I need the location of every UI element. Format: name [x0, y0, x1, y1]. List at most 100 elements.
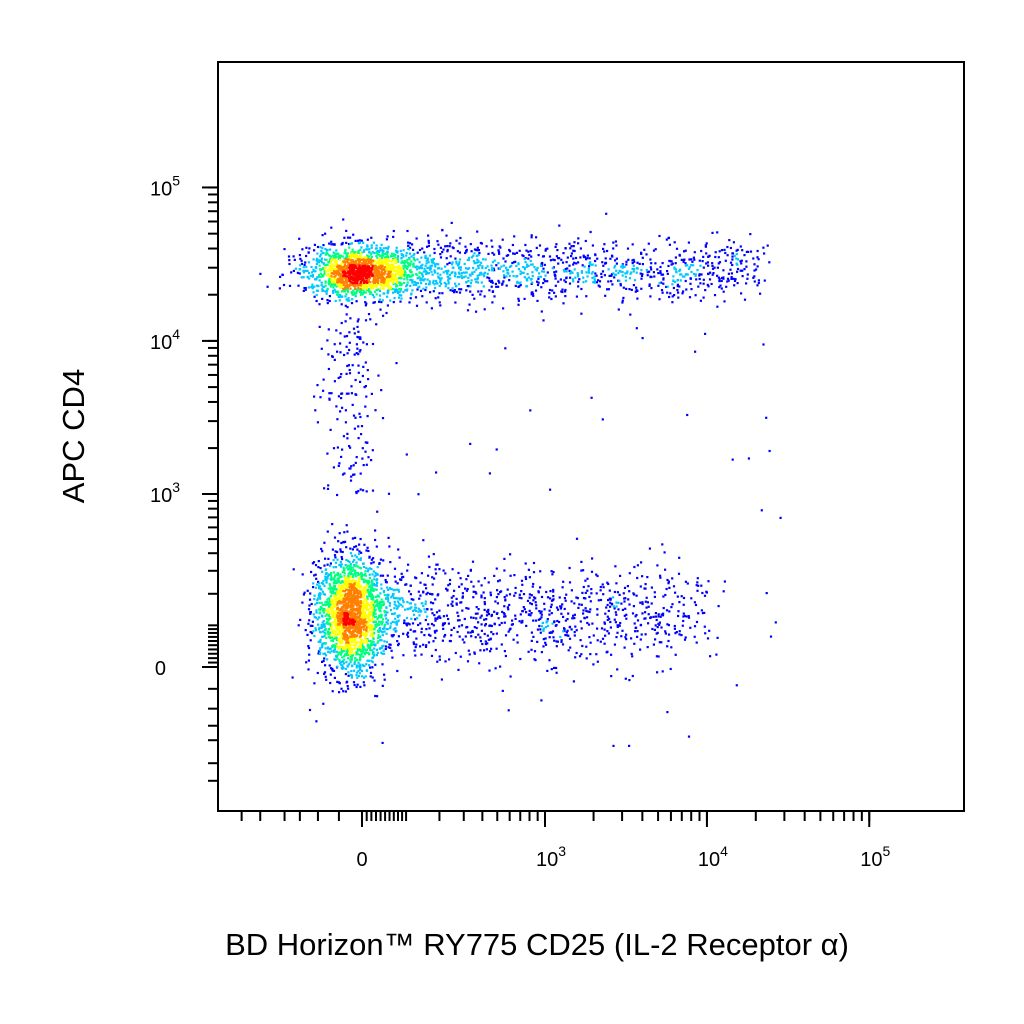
event-dot — [357, 286, 360, 289]
event-dot — [359, 587, 362, 590]
event-dot — [398, 556, 401, 559]
event-dot — [640, 277, 643, 280]
event-dot — [509, 627, 512, 630]
event-dot — [357, 661, 360, 664]
event-dot — [309, 630, 312, 634]
event-dot — [464, 245, 467, 248]
event-dot — [324, 568, 327, 571]
event-dot — [457, 271, 460, 274]
event-dot — [409, 602, 413, 605]
event-dot — [329, 667, 333, 670]
event-dot — [392, 259, 395, 262]
event-dot — [678, 633, 681, 636]
event-dot — [429, 592, 432, 595]
event-dot — [533, 658, 536, 661]
event-dot — [392, 612, 395, 616]
event-dot — [318, 601, 321, 604]
event-dot — [475, 606, 478, 609]
event-dot — [521, 254, 524, 257]
event-dot — [628, 603, 631, 606]
event-dot — [327, 353, 330, 356]
event-dot — [317, 285, 320, 288]
event-dot — [763, 252, 766, 255]
event-dot — [350, 385, 353, 388]
event-dot — [661, 291, 664, 294]
event-dot — [671, 577, 674, 580]
event-dot — [589, 230, 592, 234]
event-dot — [389, 277, 392, 280]
event-dot — [451, 261, 454, 264]
event-dot — [708, 629, 711, 632]
event-dot — [385, 621, 388, 624]
event-dot — [649, 275, 652, 279]
event-dot — [397, 644, 400, 647]
event-dot — [355, 556, 358, 559]
event-dot — [358, 596, 361, 599]
event-dot — [645, 253, 648, 256]
event-dot — [372, 603, 375, 607]
event-dot — [366, 570, 369, 573]
event-dot — [381, 269, 384, 272]
event-dot — [430, 258, 433, 261]
event-dot — [550, 599, 554, 602]
event-dot — [351, 537, 354, 540]
event-dot — [372, 570, 375, 573]
event-dot — [333, 284, 336, 287]
event-dot — [464, 251, 467, 255]
event-dot — [379, 264, 382, 267]
event-dot — [678, 253, 681, 256]
event-dot — [357, 490, 360, 493]
event-dot — [385, 247, 388, 250]
event-dot — [640, 561, 643, 564]
event-dot — [483, 295, 486, 298]
event-dot — [372, 561, 375, 564]
event-dot — [449, 640, 452, 643]
event-dot — [350, 465, 353, 468]
event-dot — [351, 579, 354, 582]
event-dot — [760, 509, 763, 512]
event-dot — [441, 292, 444, 295]
event-dot — [389, 609, 393, 612]
event-dot — [322, 389, 325, 392]
event-dot — [437, 243, 440, 246]
event-dot — [606, 581, 609, 584]
event-dot — [460, 288, 463, 291]
event-dot — [364, 624, 367, 627]
event-dot — [660, 273, 663, 276]
event-dot — [477, 254, 480, 257]
event-dot — [406, 633, 409, 636]
event-dot — [314, 409, 317, 412]
event-dot — [656, 671, 659, 674]
event-dot — [366, 546, 369, 549]
event-dot — [519, 613, 522, 616]
event-dot — [321, 603, 324, 606]
event-dot — [324, 664, 327, 667]
event-dot — [564, 280, 567, 284]
event-dot — [341, 581, 345, 584]
event-dot — [356, 598, 359, 601]
event-dot — [531, 281, 534, 284]
event-dot — [498, 252, 501, 255]
event-dot — [639, 272, 642, 275]
event-dot — [380, 604, 383, 607]
event-dot — [315, 299, 318, 303]
event-dot — [700, 609, 703, 612]
event-dot — [354, 569, 357, 572]
event-dot — [431, 583, 434, 586]
event-dot — [357, 602, 360, 605]
event-dot — [357, 669, 360, 672]
event-dot — [374, 538, 377, 542]
event-dot — [513, 574, 516, 577]
event-dot — [320, 624, 323, 627]
event-dot — [517, 297, 520, 300]
event-dot — [351, 584, 354, 587]
event-dot — [391, 281, 394, 284]
event-dot — [362, 587, 365, 590]
event-dot — [361, 258, 365, 261]
event-dot — [326, 302, 329, 305]
event-dot — [332, 571, 336, 574]
event-dot — [581, 591, 584, 594]
event-dot — [334, 605, 337, 608]
event-dot — [420, 572, 423, 575]
event-dot — [457, 283, 461, 286]
